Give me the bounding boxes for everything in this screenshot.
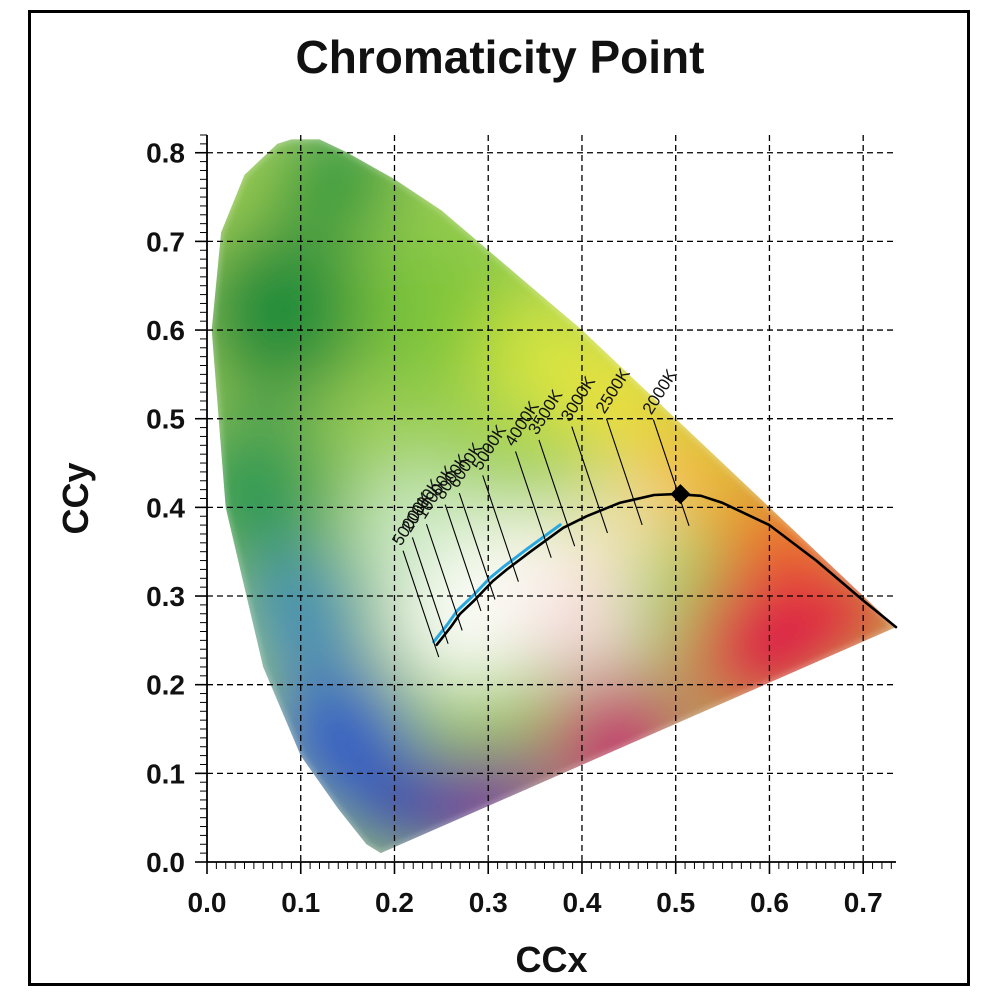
cct-leader-line	[482, 475, 519, 582]
locus-layer	[432, 492, 898, 647]
cct-leader-line	[411, 537, 449, 644]
x-tick-label: 0.0	[188, 887, 227, 918]
x-tick-label: 0.2	[375, 887, 414, 918]
color-gamut	[211, 139, 896, 854]
highlight-segment	[432, 523, 562, 644]
x-tick-label: 0.5	[656, 887, 695, 918]
chart-title: Chromaticity Point	[295, 31, 705, 83]
cct-leader-line	[515, 451, 552, 558]
chromaticity-point	[670, 484, 691, 505]
y-tick-label: 0.3	[146, 581, 185, 612]
axes: 0.0 0.1 0.2 0.3 0.4 0.5 0.6 0.7 0.0 0.1 0.2 0.3 0.4 0…	[146, 134, 896, 918]
cct-leader-line	[538, 439, 576, 547]
cct-leader-line	[652, 419, 690, 527]
x-tick-label: 0.6	[750, 887, 789, 918]
y-tick-label: 0.0	[146, 847, 185, 878]
y-tick-label: 0.6	[146, 315, 185, 346]
x-tick-label: 0.3	[469, 887, 508, 918]
y-axis-label: CCy	[55, 462, 96, 534]
chromaticity-fill	[211, 139, 896, 854]
point-layer	[670, 484, 691, 505]
y-tick-label: 0.2	[146, 670, 185, 701]
cct-leader-line	[444, 504, 482, 612]
y-tick-label: 0.4	[146, 492, 185, 523]
y-tick-label: 0.7	[146, 226, 185, 257]
x-tick-label: 0.4	[562, 887, 601, 918]
planckian-locus	[435, 492, 898, 647]
cct-leader-line	[571, 426, 608, 534]
cct-leader-line	[458, 492, 496, 600]
y-tick-label: 0.8	[146, 138, 185, 169]
x-tick-label: 0.1	[281, 887, 320, 918]
y-tick-label: 0.1	[146, 758, 185, 789]
cct-leader-line	[402, 550, 440, 658]
cct-leader-line	[605, 418, 643, 526]
x-axis-label: CCx	[515, 939, 587, 980]
y-tick-label: 0.5	[146, 404, 185, 435]
cct-leader-line	[425, 523, 463, 631]
x-tick-label: 0.7	[844, 887, 883, 918]
grid	[207, 135, 896, 862]
